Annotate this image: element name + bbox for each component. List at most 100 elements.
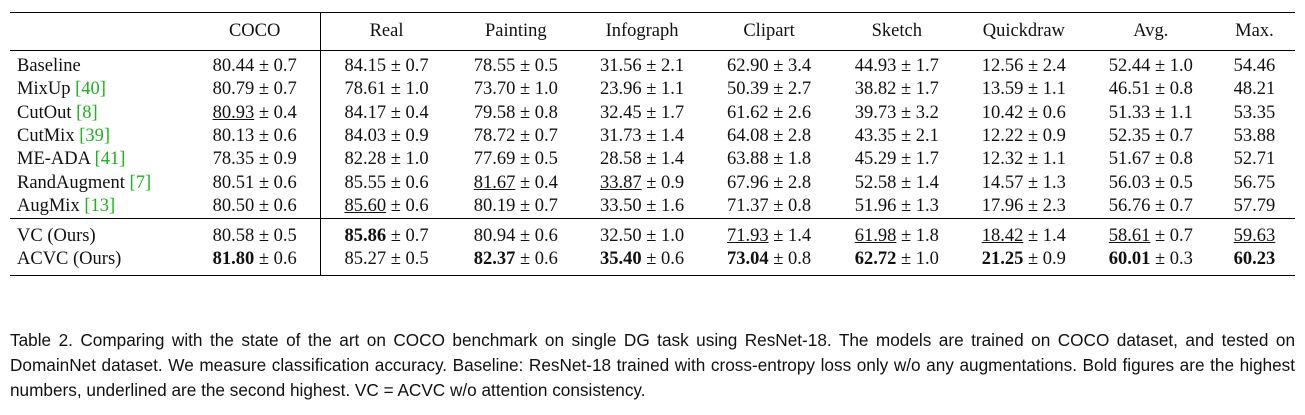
mean-value: 63.88 [726,149,769,170]
std-value: ± 0.9 [258,149,297,170]
value-cell: 12.22 ± 0.9 [960,125,1088,148]
mean-value: 61.62 [726,102,769,123]
std-value: ± 1.1 [1027,79,1066,100]
std-value: ± 0.6 [258,249,297,270]
mean-value: 46.51 [1108,79,1151,100]
std-value: ± 0.7 [390,56,429,77]
mean-value: 53.35 [1233,102,1276,123]
method-cell: VC (Ours) [10,218,190,249]
header-cell [10,12,190,51]
std-value: ± 0.7 [520,126,558,147]
table-row: ACVC (Ours) 81.80 ± 0.6 85.27 ± 0.5 82.37 ±… [10,248,1295,277]
value-cell: 31.73 ± 1.4 [580,125,705,148]
value-cell: 62.72 ± 1.0 [833,248,960,277]
value-cell: 71.37 ± 0.8 [704,195,833,219]
method-cell: ME-ADA [41] [10,148,189,171]
mean-value: 52.58 [854,172,897,193]
mean-value: 67.96 [726,172,769,193]
value-cell: 81.80 ± 0.6 [189,248,322,277]
mean-value: 56.03 [1108,172,1151,193]
header-cell: Real [320,12,452,51]
mean-value: 51.33 [1108,102,1151,123]
table-row: RandAugment [7] 80.51 ± 0.6 85.55 ± 0.6 81.… [10,171,1295,195]
mean-value: 73.70 [473,79,516,100]
std-value: ± 2.8 [773,172,812,193]
mean-value: 61.98 [854,225,897,246]
mean-value: 81.67 [473,172,516,193]
value-cell: 58.61 ± 0.7 [1087,218,1214,249]
std-value: ± 0.9 [646,172,685,193]
std-value: ± 0.5 [258,225,297,246]
value-cell: 38.82 ± 1.7 [834,78,960,101]
method-name: ME-ADA [17,149,90,170]
value-cell: 23.96 ± 1.1 [580,78,705,101]
value-cell: 54.46 [1214,51,1295,79]
mean-value: 60.01 [1108,249,1151,270]
value-cell: 21.25 ± 0.9 [959,248,1088,277]
mean-value: 57.79 [1233,195,1276,216]
std-value: ± 0.6 [1027,102,1066,123]
mean-value: 17.96 [981,195,1024,216]
std-value: ± 1.4 [646,126,685,147]
header-cell: Avg. [1087,12,1214,51]
value-cell: 82.37 ± 0.6 [451,248,580,277]
std-value: ± 0.7 [1154,225,1193,246]
table-row: VC (Ours) 80.58 ± 0.5 85.86 ± 0.7 80.94 ± 0… [10,218,1295,249]
std-value: ± 0.6 [258,195,297,216]
mean-value: 51.67 [1108,149,1151,170]
mean-value: 82.37 [473,249,516,270]
value-cell: 13.59 ± 1.1 [960,78,1088,101]
mean-value: 78.72 [473,126,516,147]
value-cell: 32.45 ± 1.7 [580,102,705,125]
value-cell: 39.73 ± 3.2 [834,102,960,125]
header-cell: COCO [189,12,322,51]
value-cell: 84.17 ± 0.4 [321,102,452,125]
value-cell: 51.67 ± 0.8 [1088,148,1214,171]
mean-value: 73.04 [726,249,769,270]
value-cell: 52.58 ± 1.4 [834,171,960,194]
mean-value: 31.56 [599,56,642,77]
std-value: ± 2.6 [773,102,812,123]
value-cell: 14.57 ± 1.3 [960,171,1088,194]
std-value: ± 0.7 [258,79,297,100]
std-value: ± 0.9 [1027,249,1066,270]
std-value: ± 0.6 [258,126,297,147]
value-cell: 81.67 ± 0.4 [452,171,580,194]
value-cell: 52.71 [1214,148,1295,171]
std-value: ± 0.7 [390,225,429,246]
mean-value: 56.75 [1233,172,1276,193]
mean-value: 80.51 [212,172,255,193]
value-cell: 45.29 ± 1.7 [834,148,960,171]
std-value: ± 0.5 [520,149,558,170]
std-value: ± 1.0 [390,149,429,170]
std-value: ± 1.6 [646,195,685,216]
mean-value: 52.44 [1108,56,1151,77]
std-value: ± 2.3 [1027,195,1066,216]
method-name: ACVC (Ours) [17,249,122,270]
mean-value: 44.93 [854,56,897,77]
mean-value: 14.57 [981,172,1024,193]
mean-value: 78.61 [344,79,387,100]
value-cell: 71.93 ± 1.4 [704,218,834,249]
value-cell: 56.76 ± 0.7 [1088,195,1214,219]
mean-value: 12.56 [981,56,1024,77]
method-cell: Baseline [10,51,189,79]
value-cell: 35.40 ± 0.6 [579,248,705,277]
value-cell: 53.35 [1214,102,1295,125]
std-value: ± 1.3 [1027,172,1066,193]
std-value: ± 0.6 [258,172,297,193]
mean-value: 84.15 [344,56,387,77]
mean-value: 80.19 [473,195,516,216]
mean-value: 80.79 [212,79,255,100]
value-cell: 80.79 ± 0.7 [189,78,322,102]
header-cell: Clipart [704,12,834,51]
mean-value: 28.58 [599,149,642,170]
std-value: ± 1.4 [900,172,939,193]
citation: [13] [84,195,116,216]
mean-value: 78.55 [473,56,516,77]
mean-value: 71.93 [726,225,769,246]
header-row: COCO Real Painting Infograph Clipart Sketch Qu… [10,12,1295,51]
value-cell: 80.50 ± 0.6 [189,194,322,219]
value-cell: 56.75 [1214,171,1295,194]
value-cell: 80.94 ± 0.6 [451,218,580,249]
